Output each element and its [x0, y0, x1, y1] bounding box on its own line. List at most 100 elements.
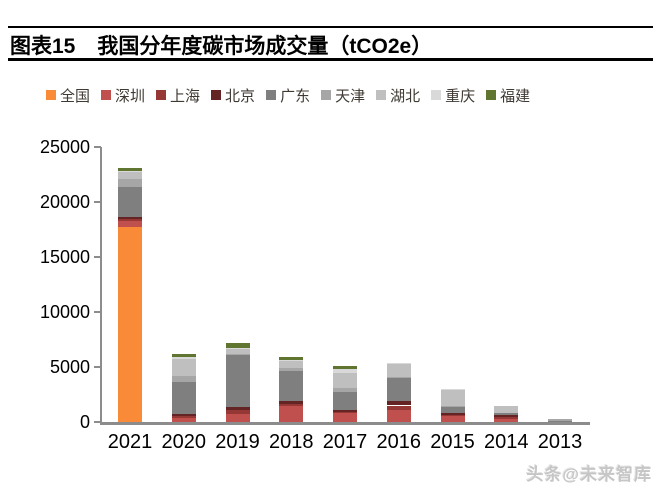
legend-swatch-icon	[101, 90, 112, 100]
bar-segment-深圳	[171, 417, 196, 422]
bar-segment-湖北	[494, 406, 519, 413]
bar-segment-福建	[225, 342, 250, 348]
legend-item-重庆: 重庆	[431, 85, 475, 106]
bar-segment-广东	[279, 371, 304, 402]
legend-label: 天津	[335, 87, 366, 105]
title-rule-top	[8, 26, 653, 28]
bar-segment-北京	[171, 413, 196, 416]
legend-item-深圳: 深圳	[101, 85, 145, 106]
bar-segment-上海	[386, 405, 411, 410]
bar-segment-上海	[333, 411, 357, 414]
legend-item-福建: 福建	[486, 85, 530, 106]
legend-swatch-icon	[431, 90, 442, 100]
bar-segment-广东	[494, 412, 519, 416]
legend-label: 广东	[280, 87, 311, 105]
bar-segment-深圳	[440, 415, 465, 422]
bar-segment-湖北	[440, 390, 465, 406]
bar-segment-北京	[440, 413, 465, 415]
bar-segment-上海	[225, 410, 250, 414]
x-axis-label: 2015	[430, 431, 475, 453]
x-axis-label: 2014	[484, 431, 529, 453]
bar-segment-福建	[118, 167, 142, 171]
y-axis-tick	[94, 146, 101, 148]
bar-segment-重庆	[171, 357, 196, 360]
x-axis-label: 2019	[215, 431, 260, 453]
legend-item-天津: 天津	[321, 85, 365, 106]
bar-segment-广东	[118, 187, 142, 217]
y-axis-tick	[94, 366, 101, 368]
bar-segment-上海	[279, 403, 304, 406]
x-axis-label: 2016	[376, 431, 422, 453]
bar-segment-天津	[279, 368, 304, 372]
bar-segment-深圳	[494, 418, 519, 422]
bar-segment-天津	[440, 405, 465, 407]
legend-item-上海: 上海	[156, 85, 200, 106]
x-axis-label: 2021	[107, 431, 153, 453]
legend-swatch-icon	[321, 90, 332, 100]
bar-segment-全国	[118, 227, 142, 422]
chart-legend: 全国 深圳 上海 北京 广东 天津 湖北 重庆 福建	[46, 85, 541, 105]
bar-segment-深圳	[333, 413, 357, 422]
bar-segment-上海	[494, 417, 519, 419]
bar-segment-天津	[225, 354, 250, 356]
chart-title-main: 我国分年度碳市场成交量（tCO2e）	[97, 35, 433, 58]
bar-segment-广东	[386, 378, 411, 402]
title-rule-bottom	[8, 58, 653, 61]
legend-swatch-icon	[376, 90, 387, 100]
legend-swatch-icon	[46, 90, 56, 100]
legend-item-全国: 全国	[46, 85, 90, 106]
legend-label: 北京	[225, 87, 256, 105]
y-axis-tick-label: 10000	[39, 302, 90, 322]
legend-label: 湖北	[390, 87, 421, 105]
bar-segment-广东	[548, 420, 572, 422]
legend-label: 全国	[60, 87, 91, 105]
y-axis-tick-label: 5000	[49, 357, 90, 377]
y-axis-tick	[94, 311, 101, 313]
bar-segment-湖北	[279, 360, 304, 369]
legend-label: 福建	[500, 87, 531, 105]
legend-label: 深圳	[115, 87, 146, 105]
legend-swatch-icon	[156, 90, 167, 100]
bar-segment-福建	[333, 366, 357, 369]
bar-segment-湖北	[225, 348, 250, 355]
x-axis-label: 2017	[322, 431, 368, 453]
y-axis-tick	[94, 201, 101, 203]
bar-segment-深圳	[386, 409, 411, 422]
bar-segment-北京	[494, 415, 519, 418]
bar-segment-上海	[171, 415, 196, 418]
bar-segment-重庆	[333, 368, 357, 373]
bar-segment-天津	[171, 375, 196, 383]
bar-segment-湖北	[118, 171, 142, 180]
bar-segment-湖北	[386, 363, 411, 377]
y-axis-tick-label: 0	[79, 412, 90, 432]
bar-segment-北京	[386, 401, 411, 406]
y-axis-line	[100, 147, 102, 425]
bar-segment-重庆	[279, 359, 304, 361]
bar-segment-福建	[171, 354, 196, 358]
bar-segment-湖北	[171, 359, 196, 376]
legend-swatch-icon	[266, 90, 277, 100]
chart-title-prefix: 图表15	[10, 35, 76, 58]
y-axis-tick	[94, 256, 101, 258]
bar-segment-广东	[440, 406, 465, 414]
bar-segment-北京	[333, 409, 357, 412]
bar-segment-上海	[118, 218, 142, 221]
legend-item-广东: 广东	[266, 85, 310, 106]
legend-label: 重庆	[445, 87, 476, 105]
watermark: 头条@未来智库	[526, 465, 652, 484]
bar-segment-天津	[333, 387, 357, 392]
bar-segment-上海	[440, 414, 465, 416]
bar-segment-重庆	[118, 170, 142, 172]
legend-label: 上海	[170, 87, 201, 105]
x-axis-label: 2018	[269, 431, 314, 453]
bar-segment-天津	[386, 376, 411, 378]
bar-segment-重庆	[225, 347, 250, 349]
bar-segment-北京	[118, 216, 142, 219]
bar-segment-天津	[548, 418, 572, 421]
bar-segment-广东	[171, 382, 196, 414]
y-axis-tick-label: 15000	[39, 247, 90, 267]
legend-item-湖北: 湖北	[376, 85, 420, 106]
bar-segment-深圳	[118, 220, 142, 228]
